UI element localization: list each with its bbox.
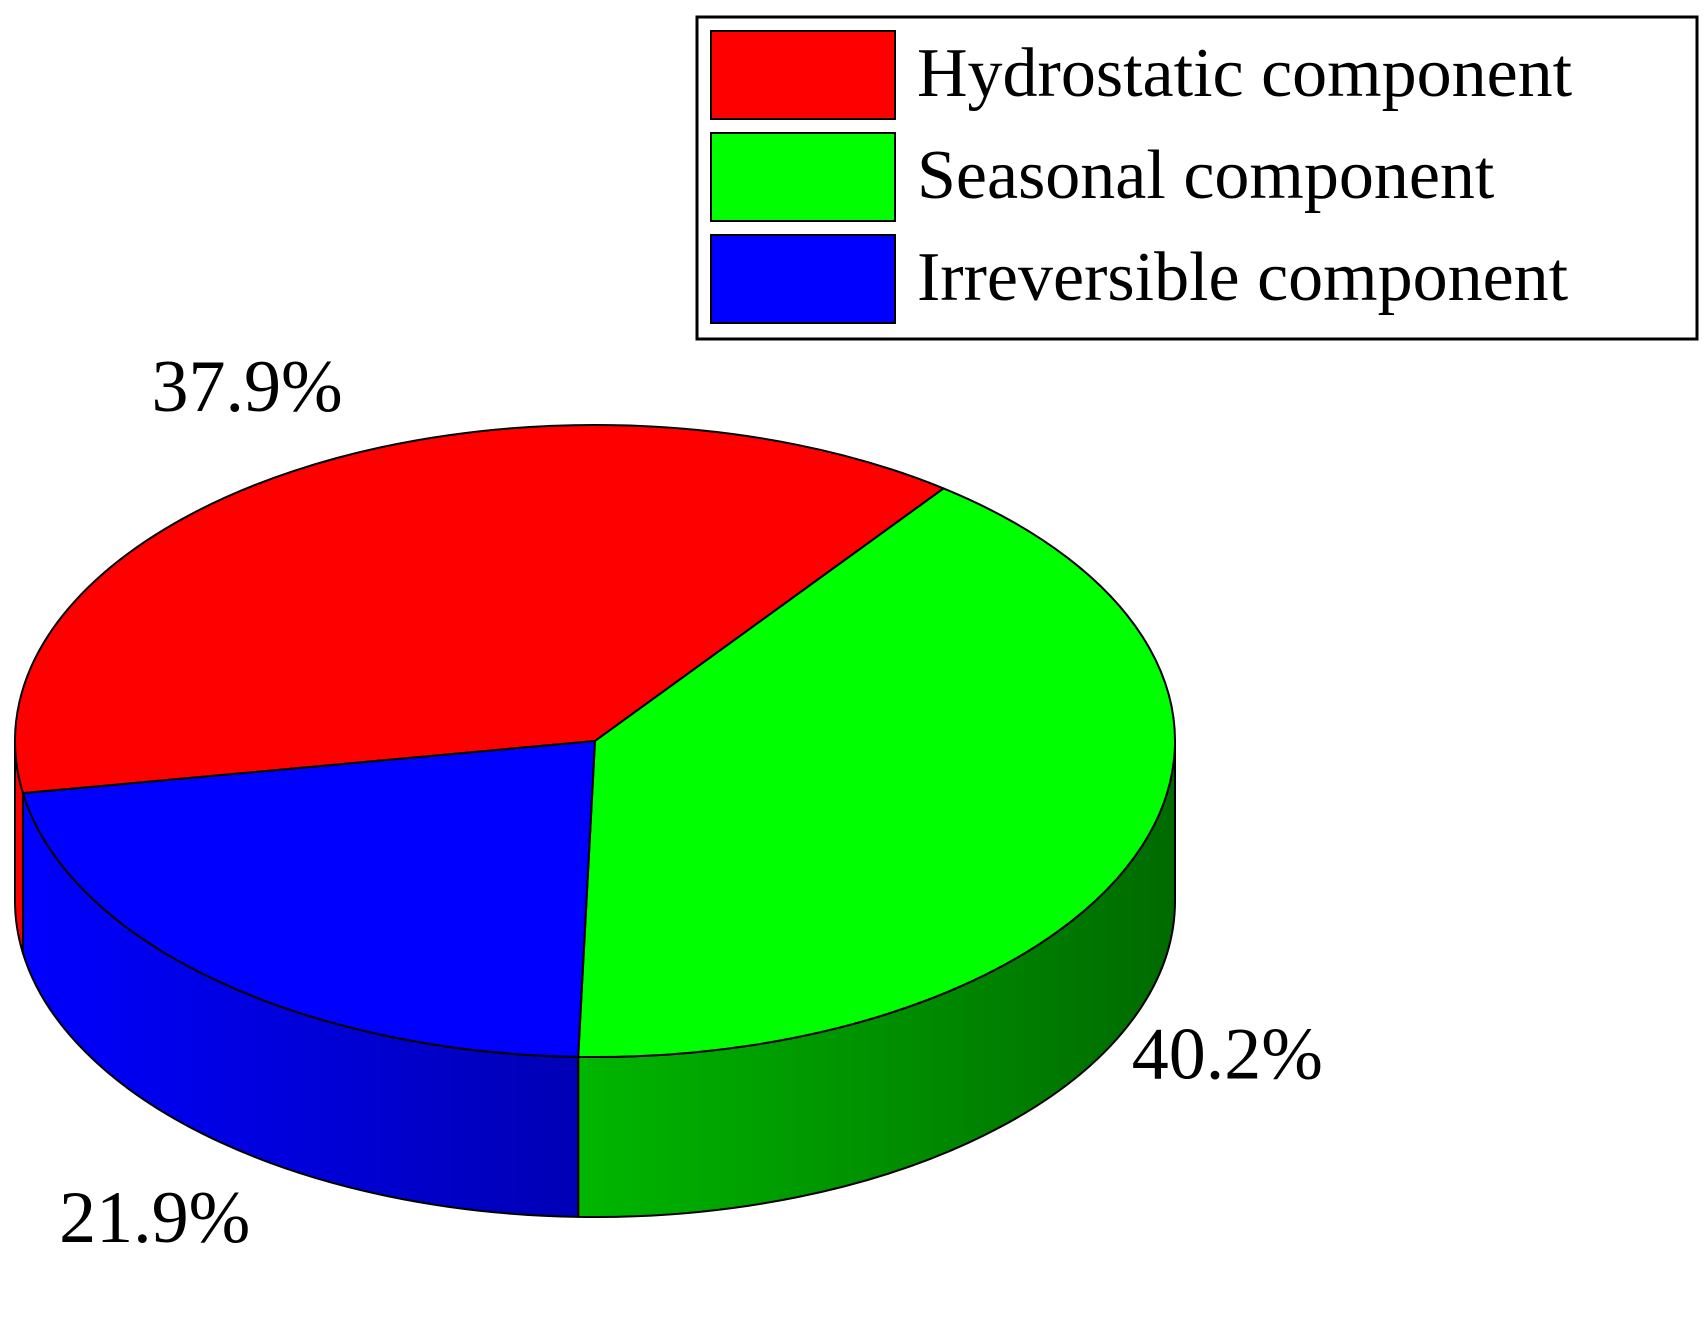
- slice-hydrostatic-component: [14, 424, 945, 795]
- legend-swatch-hydrostatic-component: [710, 30, 896, 120]
- slice-seasonal-component: [577, 487, 1176, 1058]
- slice-label-seasonal-component: 40.2%: [1132, 1014, 1323, 1096]
- legend-label-seasonal-component: Seasonal component: [917, 137, 1495, 214]
- slice-labels: 37.9% 40.2% 21.9%: [59, 346, 1323, 1259]
- slice-label-irreversible-component: 21.9%: [59, 1177, 250, 1259]
- legend: Hydrostatic component Seasonal component I…: [695, 15, 1699, 341]
- pie-slices: [14, 424, 1176, 1058]
- legend-label-hydrostatic-component: Hydrostatic component: [917, 35, 1573, 112]
- slice-label-hydrostatic-component: 37.9%: [152, 346, 343, 428]
- legend-swatch-irreversible-component: [710, 234, 896, 324]
- legend-label-irreversible-component: Irreversible component: [917, 239, 1569, 316]
- slice-irreversible-component: [21, 740, 596, 1058]
- legend-swatch-seasonal-component: [710, 132, 896, 222]
